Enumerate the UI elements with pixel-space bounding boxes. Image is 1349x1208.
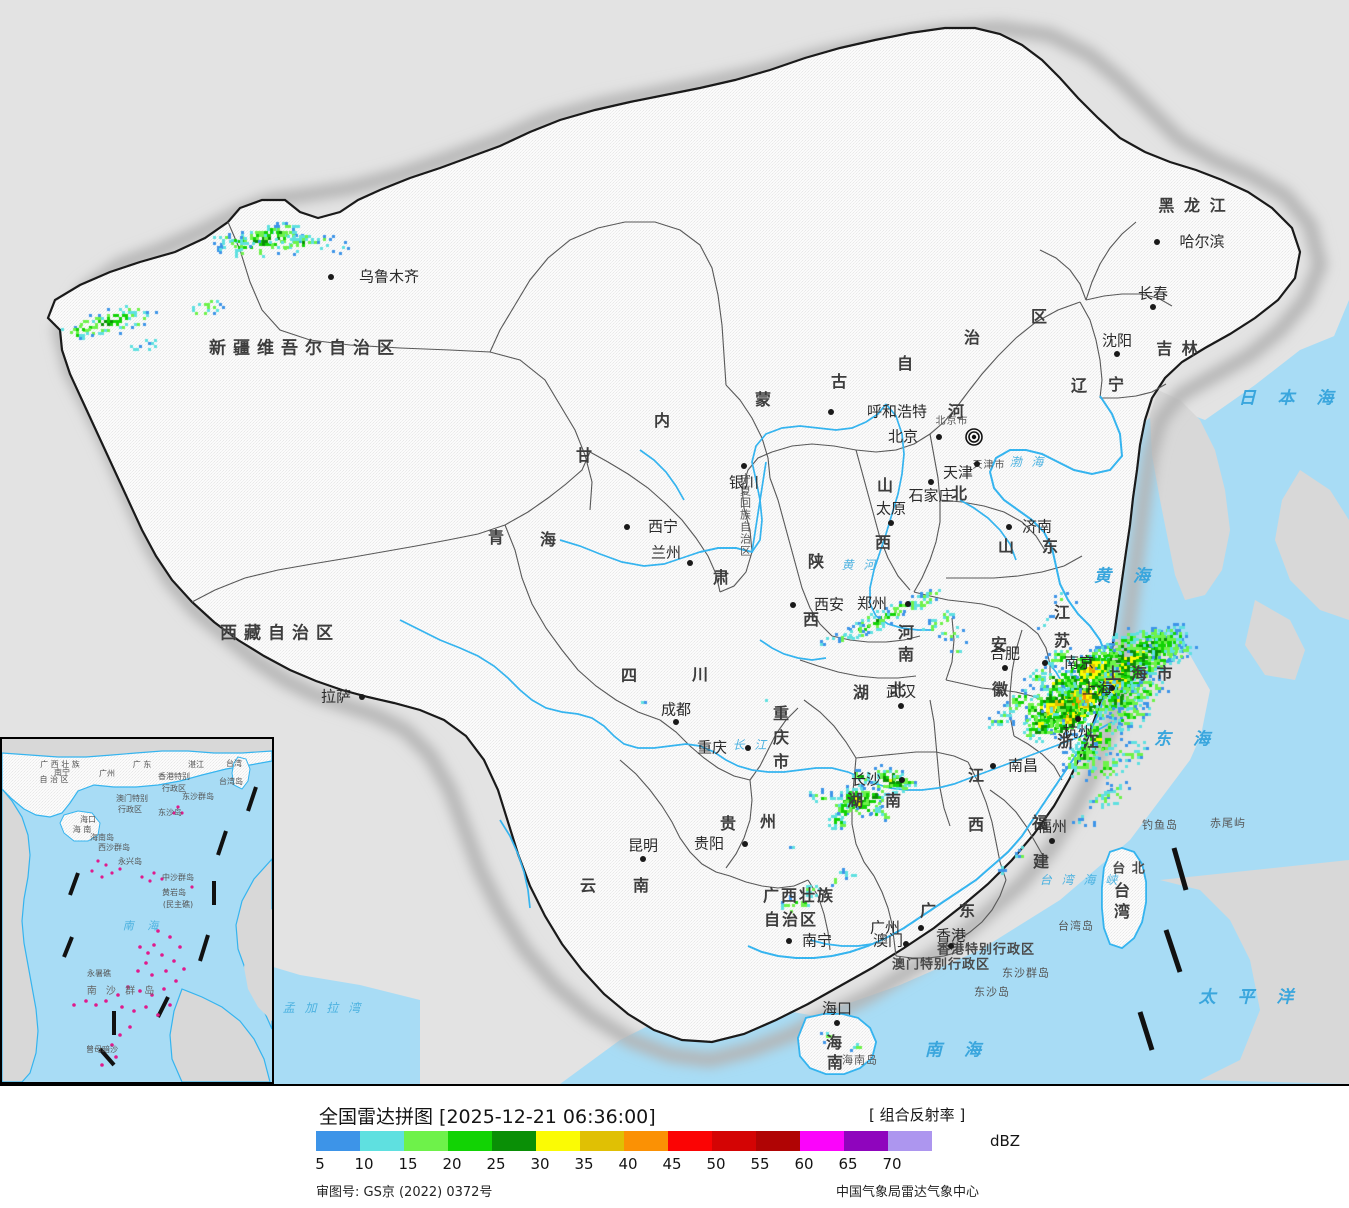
colorbar-swatch-30 xyxy=(536,1131,580,1151)
colorbar-swatch-45 xyxy=(668,1131,712,1151)
map-approval-number: 审图号: GS京 (2022) 0372号 xyxy=(316,1185,493,1200)
colorbar-swatch-55 xyxy=(756,1131,800,1151)
colorbar-swatch-15 xyxy=(404,1131,448,1151)
colorbar-swatch-50 xyxy=(712,1131,756,1151)
colorbar xyxy=(316,1131,932,1151)
colorbar-tick-20: 20 xyxy=(442,1155,462,1173)
legend-title: 全国雷达拼图 [2025-12-21 06:36:00] xyxy=(319,1106,656,1128)
colorbar-swatch-40 xyxy=(624,1131,668,1151)
colorbar-tick-70: 70 xyxy=(882,1155,902,1173)
colorbar-swatch-70 xyxy=(888,1131,932,1151)
colorbar-tick-25: 25 xyxy=(486,1155,506,1173)
legend-product-label: [ 组合反射率 ] xyxy=(869,1106,966,1124)
inset-map-svg xyxy=(2,739,272,1082)
colorbar-swatch-10 xyxy=(360,1131,404,1151)
colorbar-swatch-5 xyxy=(316,1131,360,1151)
south-china-sea-inset-map[interactable]: 广 西 壮 族自 治 区广 东台湾 南宁 广州 湛江 香港特别 行政区 台湾岛 澳门特别 行政区… xyxy=(0,737,274,1084)
colorbar-tick-5: 5 xyxy=(315,1155,325,1173)
colorbar-swatch-60 xyxy=(800,1131,844,1151)
colorbar-swatch-35 xyxy=(580,1131,624,1151)
colorbar-tick-50: 50 xyxy=(706,1155,726,1173)
source-organization: 中国气象局雷达气象中心 xyxy=(836,1185,980,1200)
colorbar-tick-30: 30 xyxy=(530,1155,550,1173)
colorbar-tick-labels: 5 10 15 20 25 30 35 40 45 50 55 60 65 70 xyxy=(315,1155,1036,1173)
colorbar-tick-15: 15 xyxy=(398,1155,418,1173)
colorbar-tick-60: 60 xyxy=(794,1155,814,1173)
legend-panel: 全国雷达拼图 [2025-12-21 06:36:00] [ 组合反射率 ] d… xyxy=(0,1084,1349,1208)
colorbar-tick-35: 35 xyxy=(574,1155,594,1173)
colorbar-swatch-65 xyxy=(844,1131,888,1151)
colorbar-unit-label: dBZ xyxy=(990,1132,1021,1150)
colorbar-tick-40: 40 xyxy=(618,1155,638,1173)
china-radar-map[interactable]: 新疆维吾尔自治区 西藏自治区内蒙古自治区黑 龙 江吉 林辽宁甘肃青海宁夏回族自治区… xyxy=(0,0,1349,1084)
colorbar-swatch-20 xyxy=(448,1131,492,1151)
colorbar-tick-65: 65 xyxy=(838,1155,858,1173)
colorbar-tick-55: 55 xyxy=(750,1155,770,1173)
colorbar-tick-10: 10 xyxy=(354,1155,374,1173)
colorbar-tick-45: 45 xyxy=(662,1155,682,1173)
colorbar-swatch-25 xyxy=(492,1131,536,1151)
